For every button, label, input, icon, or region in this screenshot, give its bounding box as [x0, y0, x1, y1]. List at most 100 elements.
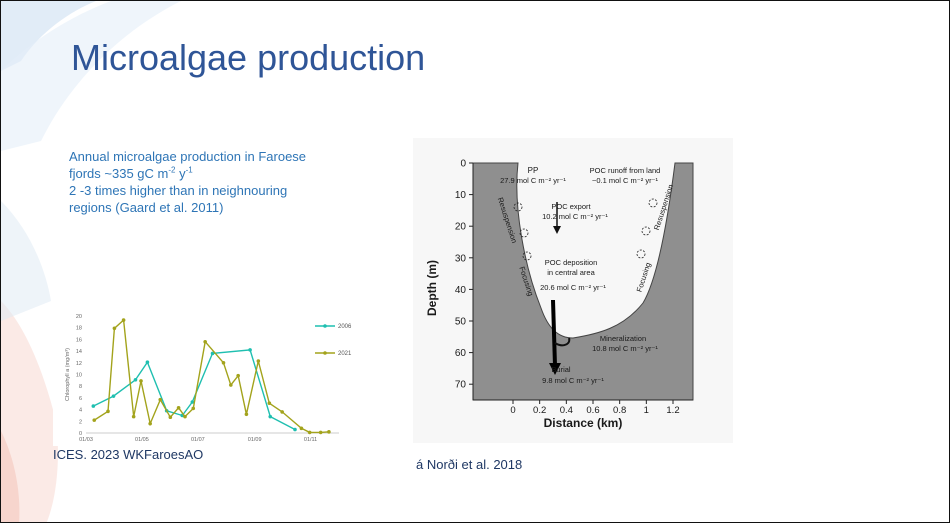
burial-label: Burial — [551, 365, 571, 374]
legend-marker-2006 — [323, 324, 327, 328]
legend-label-2006: 2006 — [338, 324, 352, 330]
data-point-2021 — [229, 383, 233, 387]
data-point-2021 — [307, 430, 312, 435]
depth-ticks: 0 10 20 30 40 50 60 70 — [455, 159, 473, 391]
right-figure-caption: á Norði et al. 2018 — [416, 457, 523, 472]
left-figure-caption: ICES. 2023 WKFaroesAO — [53, 447, 204, 462]
data-point-2021 — [203, 339, 207, 344]
data-point-2021 — [191, 406, 196, 411]
data-point-2021 — [148, 421, 152, 426]
depth-tick-label: 0 — [460, 159, 466, 170]
data-point-2021 — [256, 359, 261, 363]
data-point-2021 — [121, 318, 126, 322]
data-point-2006 — [133, 377, 138, 382]
data-point-2006 — [190, 400, 195, 404]
data-point-2021 — [244, 412, 249, 417]
data-point-2021 — [139, 379, 143, 383]
chart-x-tick-label: 01/09 — [248, 437, 262, 443]
depth-tick-label: 50 — [455, 317, 467, 328]
pp-label: PP — [528, 166, 539, 175]
summary-line-2: fjords ~335 gC m-2 y-1 — [69, 165, 193, 181]
runoff-value: ~0.1 mol C m⁻² yr⁻¹ — [592, 176, 659, 185]
distance-tick-label: 0 — [510, 405, 515, 416]
data-point-2021 — [280, 410, 284, 414]
swirl-icons — [513, 198, 658, 261]
export-value: 10.2 mol C m⁻² yr⁻¹ — [542, 212, 608, 221]
chart-y-tick-label: 10 — [76, 373, 82, 379]
distance-tick-label: 1.2 — [666, 405, 679, 416]
chart-y-tick-label: 16 — [76, 337, 82, 343]
chart-y-axis-label: Chlorophyll a (mg/m³) — [65, 348, 71, 401]
data-point-2021 — [168, 415, 173, 420]
burial-arrow-icon — [549, 299, 571, 375]
depth-tick-label: 20 — [455, 222, 467, 233]
chart-x-tick-label: 01/11 — [304, 437, 317, 443]
summary-line-3: 2 -3 times higher than in neighnouring — [69, 183, 288, 198]
deposition-label-line1: POC deposition — [545, 258, 598, 267]
fjord-carbon-diagram: 0 10 20 30 40 50 60 70 0 0.2 0.4 0.6 0.8 1 1.2 Depth … — [413, 138, 733, 443]
data-point-2006 — [210, 351, 215, 356]
slide-title: Microalgae production — [71, 37, 426, 78]
data-point-2021 — [112, 326, 117, 331]
data-point-2021 — [176, 406, 181, 410]
distance-axis-label: Distance (km) — [544, 416, 623, 430]
chart-y-tick-label: 12 — [76, 361, 82, 367]
fjord-carbon-diagram-svg: 0 10 20 30 40 50 60 70 0 0.2 0.4 0.6 0.8 1 1.2 Depth … — [425, 159, 694, 430]
chart-y-tick-label: 6 — [79, 396, 82, 402]
data-point-2021 — [158, 397, 163, 402]
chlorophyll-chart: 0 2 4 6 8 10 12 14 16 18 20 01/03 01/05 01/07 01/09 01/… — [53, 306, 365, 446]
distance-ticks: 0 0.2 0.4 0.6 0.8 1 1.2 — [510, 400, 680, 416]
burial-value: 9.8 mol C m⁻² yr⁻¹ — [542, 376, 604, 385]
data-point-2006 — [268, 414, 273, 419]
chart-y-tick-label: 4 — [79, 408, 82, 414]
chart-y-tick-label: 8 — [79, 384, 82, 390]
chart-x-tick-label: 01/07 — [191, 437, 205, 443]
chart-y-tick-label: 14 — [76, 349, 82, 355]
distance-tick-label: 0.2 — [533, 405, 546, 416]
data-point-2006 — [145, 360, 150, 365]
data-point-2021 — [221, 361, 226, 365]
series-line-2021 — [93, 318, 329, 434]
chart-y-tick-label: 0 — [79, 431, 82, 437]
deposition-label-line2: in central area — [547, 268, 595, 277]
mineralization-value: 10.8 mol C m⁻² yr⁻¹ — [592, 344, 658, 353]
runoff-label: POC runoff from land — [590, 166, 661, 175]
chart-y-tick-label: 20 — [76, 314, 82, 320]
distance-tick-label: 0.4 — [560, 405, 573, 416]
production-summary-text: Annual microalgae production in Faroese … — [69, 148, 369, 216]
pp-value: 27.9 mol C m⁻² yr⁻¹ — [500, 176, 566, 185]
summary-line-4: regions (Gaard et al. 2011) — [69, 200, 224, 215]
depth-axis-label: Depth (m) — [425, 260, 439, 316]
chart-y-tick-label: 2 — [79, 419, 82, 425]
fjord-basin-shape — [472, 162, 694, 401]
chart-x-tick-label: 01/03 — [79, 437, 93, 443]
data-point-2021 — [92, 418, 97, 422]
data-point-2021 — [327, 430, 331, 434]
data-point-2021 — [106, 409, 110, 414]
data-point-2021 — [236, 373, 240, 378]
series-line-2006 — [92, 349, 296, 431]
mineralization-label: Mineralization — [600, 334, 646, 343]
depth-tick-label: 60 — [455, 348, 467, 359]
chlorophyll-chart-svg: 0 2 4 6 8 10 12 14 16 18 20 01/03 01/05 01/07 01/09 01/… — [65, 314, 352, 443]
data-point-2021 — [318, 430, 323, 435]
data-point-2006 — [111, 394, 116, 398]
legend-marker-2021 — [323, 351, 327, 355]
distance-tick-label: 0.8 — [613, 405, 626, 416]
data-point-2021 — [131, 414, 136, 419]
legend-label-2021: 2021 — [338, 351, 352, 357]
data-point-2006 — [293, 427, 297, 432]
distance-tick-label: 0.6 — [586, 405, 599, 416]
data-point-2006 — [248, 348, 252, 352]
depth-tick-label: 30 — [455, 253, 467, 264]
export-label: POC export — [551, 202, 591, 211]
data-point-2006 — [91, 404, 96, 408]
data-point-2021 — [299, 426, 304, 431]
summary-line-1: Annual microalgae production in Faroese — [69, 149, 307, 164]
depth-tick-label: 40 — [455, 285, 467, 296]
depth-tick-label: 10 — [455, 190, 467, 201]
depth-tick-label: 70 — [455, 380, 467, 391]
data-point-2021 — [267, 401, 272, 405]
